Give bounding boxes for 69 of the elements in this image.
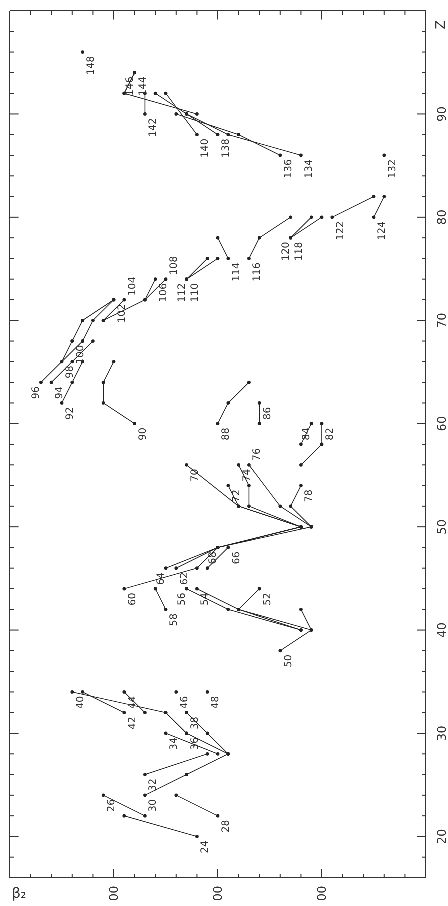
text: 48 [210, 696, 222, 709]
text: 62 [179, 572, 190, 586]
text: 120 [280, 242, 292, 262]
y-tick-label: 30 [435, 726, 448, 742]
text: 56 [176, 593, 188, 606]
text: 84 [302, 428, 313, 441]
text: 42 [127, 716, 138, 730]
text: 132 [387, 160, 398, 179]
text: 148 [86, 56, 97, 76]
text: 68 [208, 552, 219, 564]
text: 74 [242, 469, 253, 482]
x-tick-label: 00 [107, 886, 121, 902]
text: 146 [124, 76, 136, 96]
text: 100 [75, 345, 86, 364]
text: 86 [262, 407, 274, 420]
y-axis-title: Z [434, 20, 448, 30]
text: 110 [190, 283, 201, 302]
text: 24 [200, 840, 212, 854]
text: 66 [231, 552, 242, 564]
text: 118 [294, 242, 305, 262]
text: 30 [148, 799, 160, 812]
text: 124 [377, 221, 388, 241]
text: 34 [169, 738, 180, 750]
text: 58 [169, 614, 180, 626]
y-tick-label: 20 [435, 829, 448, 844]
y-tick-label: 40 [435, 622, 448, 638]
y-tick-label: 50 [435, 519, 448, 535]
text: 114 [231, 262, 242, 282]
text: 82 [325, 428, 336, 441]
text: 52 [262, 593, 274, 606]
text: 138 [221, 138, 232, 158]
text: 106 [158, 283, 170, 302]
text: 72 [231, 490, 242, 503]
text: 122 [335, 221, 346, 241]
text: 26 [106, 799, 118, 812]
text: 134 [304, 160, 316, 179]
x-tick-label: 00 [315, 886, 329, 902]
text: 38 [190, 716, 201, 730]
text: 70 [190, 469, 201, 482]
text: 60 [127, 593, 138, 606]
text: 28 [221, 820, 232, 833]
text: 50 [283, 654, 294, 668]
text: 142 [148, 118, 160, 138]
x-axis-title: β₂ [12, 886, 27, 902]
y-tick-label: 90 [435, 106, 448, 122]
text: 78 [304, 490, 316, 503]
text: 32 [148, 778, 160, 792]
text: 36 [190, 738, 201, 750]
text: 104 [127, 276, 138, 296]
text: 76 [252, 448, 264, 462]
text: 92 [65, 407, 76, 420]
text: 90 [138, 428, 149, 441]
text: 46 [179, 696, 190, 709]
x-tick-label: 00 [211, 886, 225, 902]
text: 136 [283, 160, 294, 179]
text: 116 [252, 262, 264, 282]
text: 140 [200, 138, 212, 158]
text: 94 [54, 386, 66, 400]
text: 98 [65, 366, 76, 379]
text: 64 [156, 572, 167, 586]
text: 96 [31, 386, 42, 400]
text: 40 [75, 696, 86, 709]
text: 108 [169, 256, 180, 276]
text: 144 [138, 76, 149, 96]
y-tick-label: 70 [435, 313, 448, 328]
y-tick-label: 60 [435, 416, 448, 432]
y-tick-label: 80 [435, 210, 448, 226]
text: 112 [176, 283, 188, 302]
text: 88 [221, 428, 232, 441]
